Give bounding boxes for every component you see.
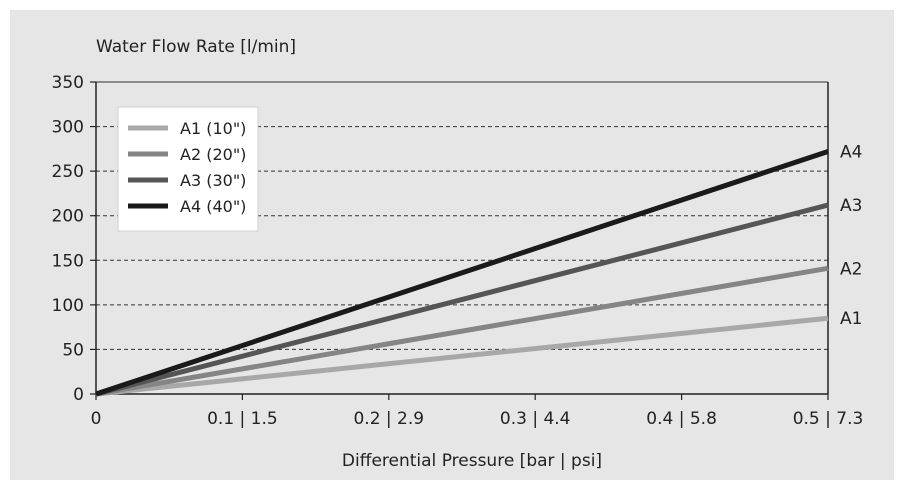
y-tick-label-100: 100 bbox=[52, 296, 84, 316]
legend: A1 (10") A2 (20") A3 (30") A4 (40") bbox=[117, 106, 259, 232]
chart-panel: 0 50 100 150 200 250 300 350 0 0.1 | 1.5 0.2 | 2.… bbox=[10, 10, 894, 480]
flow-rate-chart: 0 50 100 150 200 250 300 350 0 0.1 | 1.5 0.2 | 2.… bbox=[52, 37, 864, 471]
y-tick-label-150: 150 bbox=[52, 251, 84, 271]
y-tick-label-50: 50 bbox=[62, 340, 84, 360]
series-end-label-a1: A1 bbox=[840, 309, 862, 329]
x-tick-label-5: 0.5 | 7.3 bbox=[793, 409, 864, 429]
y-tick-label-350: 350 bbox=[52, 73, 84, 93]
x-tick-label-1: 0.1 | 1.5 bbox=[207, 409, 278, 429]
y-tick-label-0: 0 bbox=[73, 385, 84, 405]
series-end-label-a3: A3 bbox=[840, 196, 862, 216]
y-tick-label-250: 250 bbox=[52, 162, 84, 182]
legend-label-a4: A4 (40") bbox=[180, 197, 246, 216]
x-tick-label-0: 0 bbox=[91, 409, 102, 429]
axes bbox=[90, 81, 829, 400]
series-end-label-a2: A2 bbox=[840, 259, 862, 279]
y-tick-labels: 0 50 100 150 200 250 300 350 bbox=[52, 73, 84, 405]
x-axis-title: Differential Pressure [bar | psi] bbox=[342, 451, 602, 471]
series-lines bbox=[95, 149, 829, 397]
y-tick-label-300: 300 bbox=[52, 118, 84, 138]
x-tick-labels: 0 0.1 | 1.5 0.2 | 2.9 0.3 | 4.4 0.4 | 5.8 0.5… bbox=[91, 409, 864, 429]
x-tick-label-4: 0.4 | 5.8 bbox=[646, 409, 717, 429]
series-line-a3 bbox=[95, 202, 829, 397]
series-line-a4 bbox=[95, 149, 829, 397]
series-line-a1 bbox=[95, 315, 829, 397]
legend-label-a2: A2 (20") bbox=[180, 145, 246, 164]
y-tick-label-200: 200 bbox=[52, 207, 84, 227]
legend-label-a1: A1 (10") bbox=[180, 119, 246, 138]
series-line-a2 bbox=[95, 265, 829, 397]
x-tick-label-2: 0.2 | 2.9 bbox=[353, 409, 424, 429]
series-end-label-a4: A4 bbox=[840, 143, 862, 163]
legend-label-a3: A3 (30") bbox=[180, 171, 246, 190]
y-axis-title: Water Flow Rate [l/min] bbox=[96, 37, 296, 57]
series-end-labels: A1 A2 A3 A4 bbox=[840, 143, 862, 330]
x-tick-label-3: 0.3 | 4.4 bbox=[500, 409, 571, 429]
